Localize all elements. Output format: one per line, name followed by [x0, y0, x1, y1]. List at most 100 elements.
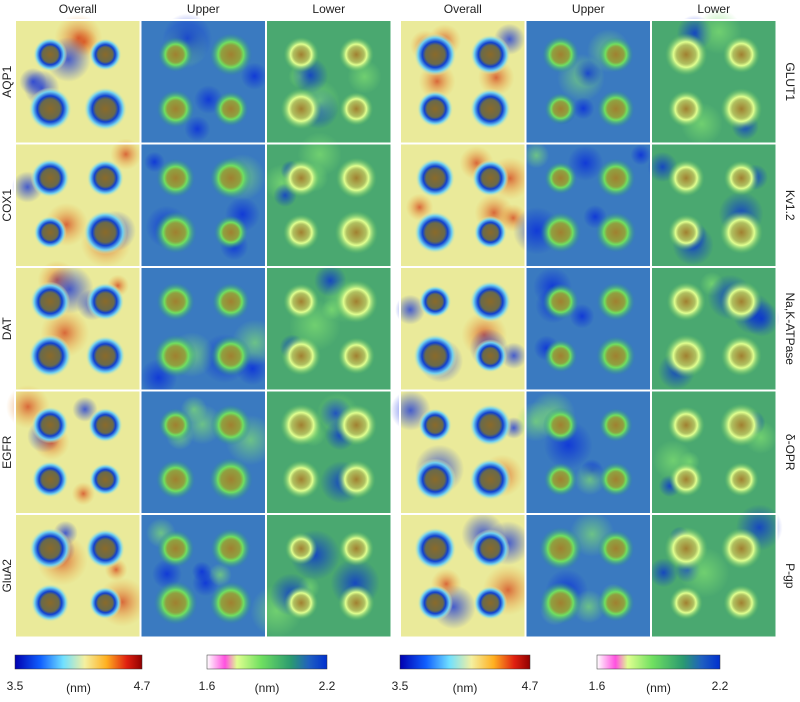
protein-spot	[543, 462, 578, 497]
protein-spot	[544, 339, 578, 373]
protein-spot	[31, 406, 69, 444]
protein-spot	[667, 406, 705, 444]
colorbar-unit: (nm)	[255, 681, 280, 695]
protein-spot	[33, 37, 68, 72]
protein-spot	[334, 280, 378, 324]
heatmap-panel	[139, 513, 267, 639]
protein-spot	[338, 531, 374, 567]
protein-spot	[415, 158, 455, 198]
protein-spot	[283, 36, 319, 73]
colorbar-max: 4.7	[522, 679, 539, 693]
protein-spot	[473, 215, 507, 249]
row-label: δ-OPR	[783, 434, 797, 471]
row-label: AQP1	[0, 65, 14, 97]
protein-spot	[85, 528, 126, 569]
heatmap-panel	[263, 132, 393, 268]
protein-spot	[469, 280, 512, 323]
protein-spot	[539, 527, 583, 571]
protein-spot	[156, 158, 195, 198]
protein-spot	[210, 528, 251, 569]
protein-spot	[283, 283, 319, 320]
protein-spot	[280, 88, 322, 130]
protein-spot	[30, 281, 71, 322]
protein-spot	[334, 210, 378, 255]
panel-border	[265, 513, 393, 639]
protein-spot	[156, 459, 196, 499]
heatmap-panel	[647, 142, 778, 268]
colorbar-max: 2.2	[712, 679, 729, 693]
protein-spot	[335, 157, 377, 199]
protein-spot	[473, 339, 508, 373]
panel-border	[650, 513, 778, 639]
protein-spot	[414, 458, 456, 501]
row-label: GLUT1	[783, 62, 797, 101]
heatmap-blob	[184, 115, 211, 142]
protein-spot	[281, 460, 321, 499]
protein-spot	[414, 211, 457, 254]
heatmap-panel	[395, 266, 528, 392]
protein-spot	[30, 158, 70, 198]
protein-spot	[89, 463, 122, 496]
protein-spot	[31, 461, 69, 498]
protein-spot	[540, 212, 581, 253]
heatmap-blob	[572, 97, 595, 120]
protein-spot	[83, 210, 128, 255]
protein-spot	[28, 334, 72, 378]
heatmap-panel	[524, 19, 652, 145]
heatmap-panel	[515, 389, 652, 515]
heatmap-blob	[648, 557, 679, 588]
heatmap-panel	[265, 19, 393, 145]
protein-spot	[413, 527, 457, 570]
column-header: Upper	[187, 2, 220, 16]
protein-spot	[337, 337, 375, 375]
colorbar-min: 1.6	[199, 679, 216, 693]
protein-spot	[335, 404, 377, 446]
column-header: Overall	[59, 2, 97, 16]
protein-spot	[664, 334, 708, 378]
protein-spot	[156, 282, 195, 321]
protein-spot	[597, 584, 635, 622]
protein-spot	[29, 527, 72, 570]
colorbar-unit: (nm)	[66, 681, 91, 695]
heatmap-blob	[567, 145, 604, 182]
heatmap-panel	[14, 260, 142, 392]
protein-spot	[542, 407, 579, 443]
protein-spot	[544, 161, 577, 195]
protein-spot	[210, 404, 252, 446]
heatmap-panel	[265, 389, 393, 515]
protein-spot	[28, 87, 72, 131]
heatmap-blob	[630, 144, 652, 166]
protein-spot	[417, 585, 453, 621]
heatmap-panel	[14, 513, 148, 639]
protein-spot	[669, 586, 703, 620]
heatmap-blob	[191, 561, 212, 582]
protein-spot	[667, 159, 705, 197]
protein-spot	[719, 210, 763, 254]
protein-spot	[285, 532, 318, 565]
heatmap-blob	[523, 142, 550, 169]
protein-spot	[598, 462, 633, 497]
protein-spot	[282, 159, 320, 197]
protein-spot	[210, 335, 252, 377]
heatmap-panel	[648, 504, 783, 639]
protein-spot	[413, 333, 458, 378]
protein-spot	[212, 282, 250, 321]
protein-spot	[283, 214, 320, 251]
protein-spot	[339, 92, 374, 126]
heatmap-panel	[524, 266, 652, 392]
protein-spot	[544, 92, 577, 125]
row-label: DAT	[0, 317, 14, 341]
heatmap-panel	[250, 513, 393, 639]
colorbar-max: 4.7	[134, 679, 151, 693]
colorbar	[596, 654, 721, 670]
protein-spot	[599, 408, 633, 442]
column-header: Upper	[572, 2, 605, 16]
protein-spot	[542, 36, 580, 73]
protein-spot	[88, 407, 123, 443]
heatmap-panel	[390, 389, 527, 515]
protein-spot	[83, 87, 128, 131]
heatmap-blob	[110, 138, 142, 170]
protein-spot	[154, 334, 197, 378]
